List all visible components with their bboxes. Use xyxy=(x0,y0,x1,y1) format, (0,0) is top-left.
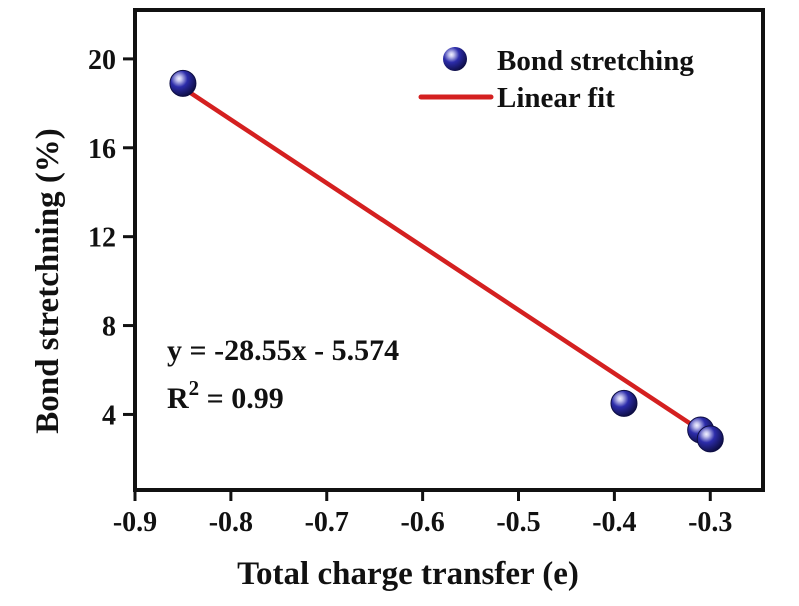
data-point-marker xyxy=(696,425,724,453)
x-tick-label: -0.3 xyxy=(688,507,732,538)
y-axis-label: Bond stretchning (%) xyxy=(30,128,66,434)
data-points-group xyxy=(169,69,724,453)
legend-label-bond-stretching: Bond stretching xyxy=(497,45,694,77)
x-axis-ticks: -0.9 -0.8 -0.7 -0.6 -0.5 -0.4 -0.3 xyxy=(113,490,732,538)
fit-line xyxy=(180,85,718,443)
x-tick-label: -0.6 xyxy=(400,507,444,538)
x-tick-label: -0.7 xyxy=(305,507,349,538)
x-tick-label: -0.8 xyxy=(209,507,253,538)
legend-label-linear-fit: Linear fit xyxy=(497,82,615,114)
y-tick-label: 8 xyxy=(102,312,116,343)
y-tick-label: 12 xyxy=(88,223,116,254)
x-tick-label: -0.9 xyxy=(113,507,157,538)
y-tick-label: 16 xyxy=(88,134,116,165)
data-point-marker xyxy=(169,69,197,97)
legend-sphere-marker-icon xyxy=(443,47,467,71)
fit-line-group xyxy=(180,85,718,443)
x-axis-label: Total charge transfer (e) xyxy=(237,556,579,592)
y-axis-ticks: 20 16 12 8 4 xyxy=(88,45,135,431)
x-tick-label: -0.5 xyxy=(496,507,540,538)
plot-frame xyxy=(133,8,765,492)
annotation-equation: y = -28.55x - 5.574 xyxy=(167,334,399,367)
legend: Bond stretching Linear fit xyxy=(418,45,694,114)
x-tick-label: -0.4 xyxy=(592,507,636,538)
annotation-r2: R2 = 0.99 xyxy=(167,376,284,415)
annotation: y = -28.55x - 5.574 R2 = 0.99 xyxy=(167,334,399,415)
y-tick-label: 20 xyxy=(88,45,116,76)
data-point-marker xyxy=(610,389,638,417)
y-tick-label: 4 xyxy=(102,400,116,431)
